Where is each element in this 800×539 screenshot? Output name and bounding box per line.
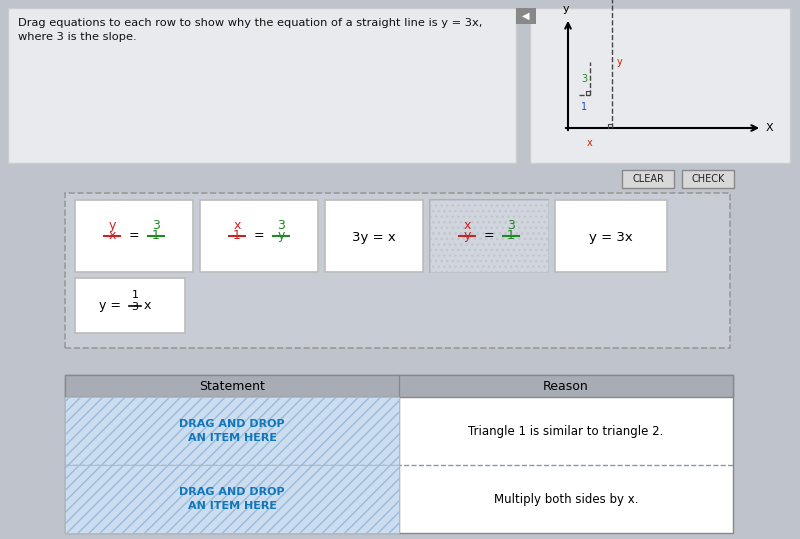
Text: CLEAR: CLEAR <box>632 174 664 184</box>
Text: CHECK: CHECK <box>691 174 725 184</box>
Text: 1: 1 <box>233 229 241 242</box>
Bar <box>65 465 399 533</box>
Text: =: = <box>129 230 139 243</box>
Bar <box>65 375 733 533</box>
Text: y: y <box>463 229 470 242</box>
Text: 3: 3 <box>507 219 515 232</box>
Text: y: y <box>562 4 570 14</box>
Bar <box>516 8 536 24</box>
Bar <box>65 397 399 465</box>
Text: =: = <box>254 230 264 243</box>
Text: Drag equations to each row to show why the equation of a straight line is y = 3x: Drag equations to each row to show why t… <box>18 18 482 28</box>
Bar <box>75 200 193 272</box>
Bar <box>325 200 423 272</box>
Text: y: y <box>108 219 116 232</box>
Text: 1: 1 <box>507 229 515 242</box>
Text: 1: 1 <box>582 102 587 112</box>
Text: DRAG AND DROP
AN ITEM HERE: DRAG AND DROP AN ITEM HERE <box>179 419 285 443</box>
Bar <box>555 200 667 272</box>
Bar <box>65 397 399 465</box>
Bar <box>430 200 548 272</box>
Bar <box>682 170 734 188</box>
Bar <box>530 8 790 163</box>
Text: 3y = x: 3y = x <box>352 231 396 244</box>
Text: y: y <box>278 229 285 242</box>
Text: x: x <box>463 219 470 232</box>
Text: x: x <box>108 229 116 242</box>
Text: 3: 3 <box>582 73 587 84</box>
Text: where 3 is the slope.: where 3 is the slope. <box>18 32 137 42</box>
Bar <box>65 193 730 348</box>
Bar <box>430 200 548 272</box>
Bar <box>200 200 318 272</box>
Text: 3: 3 <box>131 301 138 312</box>
Text: 1: 1 <box>152 229 160 242</box>
Text: DRAG AND DROP
AN ITEM HERE: DRAG AND DROP AN ITEM HERE <box>179 487 285 511</box>
Text: Reason: Reason <box>543 379 589 392</box>
Text: Triangle 1 is similar to triangle 2.: Triangle 1 is similar to triangle 2. <box>468 425 664 438</box>
Text: 3: 3 <box>277 219 285 232</box>
Text: ◀: ◀ <box>522 11 530 21</box>
Bar <box>8 8 516 163</box>
Text: y = 3x: y = 3x <box>589 231 633 244</box>
Text: X: X <box>766 123 774 133</box>
Text: Statement: Statement <box>199 379 265 392</box>
Bar <box>65 375 733 397</box>
Text: =: = <box>484 230 494 243</box>
Text: y: y <box>617 57 622 67</box>
Text: Multiply both sides by x.: Multiply both sides by x. <box>494 493 638 506</box>
Bar <box>622 170 674 188</box>
Text: x: x <box>234 219 241 232</box>
Text: 3: 3 <box>152 219 160 232</box>
Text: x: x <box>587 138 593 148</box>
Bar <box>75 278 185 333</box>
Bar <box>65 465 399 533</box>
Text: y =: y = <box>99 299 121 312</box>
Text: 1: 1 <box>131 291 138 301</box>
Text: x: x <box>143 299 150 312</box>
